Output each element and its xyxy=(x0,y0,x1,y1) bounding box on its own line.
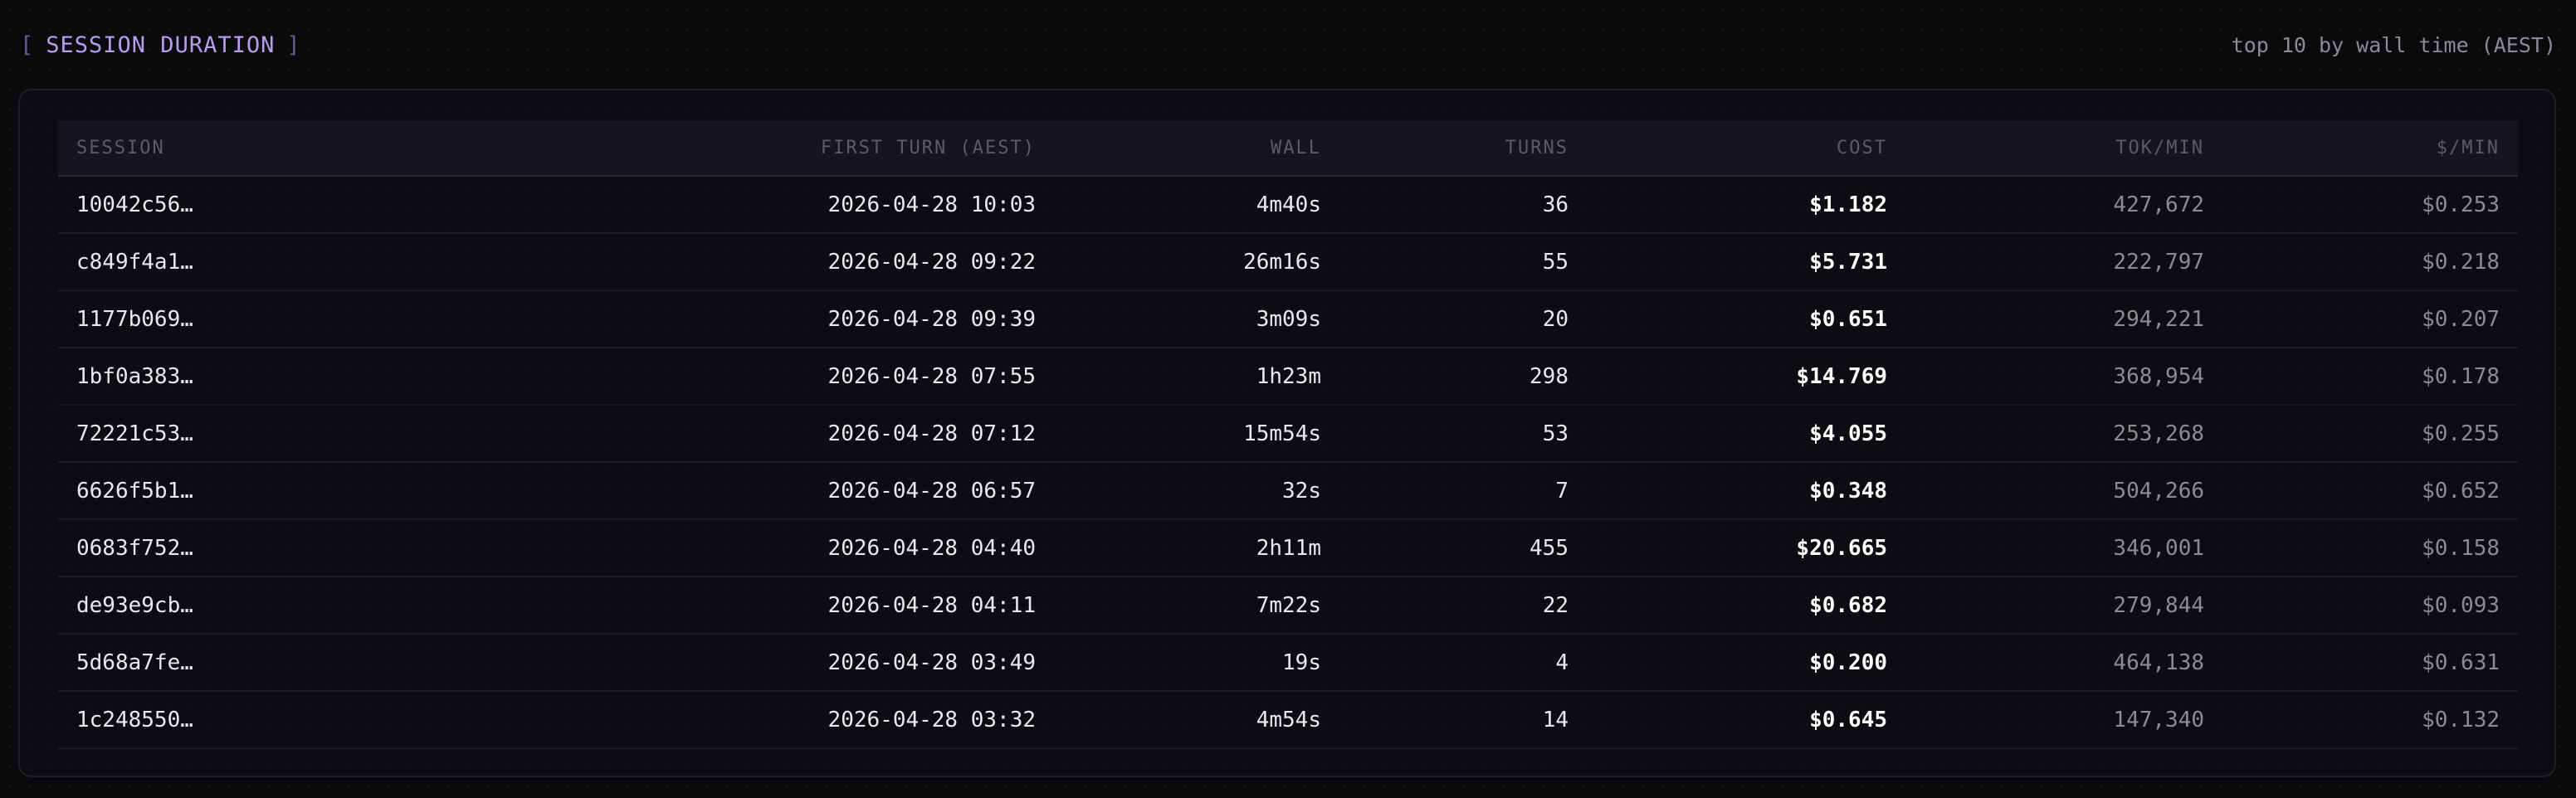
wall-time-cell: 2h11m xyxy=(1054,519,1339,577)
tok-per-min-cell: 222,797 xyxy=(1905,233,2222,291)
wall-time-cell: 1h23m xyxy=(1054,348,1339,406)
wall-time-cell: 26m16s xyxy=(1054,233,1339,291)
usd-per-min-cell: $0.093 xyxy=(2222,577,2518,635)
first-turn-cell: 2026-04-28 07:55 xyxy=(689,348,1054,406)
session-id-cell: 1c248550… xyxy=(58,691,689,749)
session-id-cell: 1bf0a383… xyxy=(58,348,689,406)
first-turn-cell: 2026-04-28 10:03 xyxy=(689,176,1054,234)
cost-cell: $0.682 xyxy=(1587,577,1905,635)
column-header-tok-min: TOK/MIN xyxy=(1905,120,2222,177)
cost-cell: $0.200 xyxy=(1587,634,1905,692)
table-row: c849f4a1… 2026-04-28 09:22 26m16s 55 $5.731 2… xyxy=(58,233,2518,291)
session-id-cell: 0683f752… xyxy=(58,519,689,577)
tok-per-min-cell: 427,672 xyxy=(1905,176,2222,234)
session-id-cell: c849f4a1… xyxy=(58,233,689,291)
turns-cell: 55 xyxy=(1339,233,1587,291)
table-row: de93e9cb… 2026-04-28 04:11 7m22s 22 $0.682 27… xyxy=(58,577,2518,635)
turns-cell: 53 xyxy=(1339,405,1587,463)
turns-cell: 455 xyxy=(1339,519,1587,577)
session-duration-panel: SESSION FIRST TURN (AEST) WALL TURNS COS… xyxy=(18,89,2556,777)
turns-cell: 298 xyxy=(1339,348,1587,406)
turns-cell: 7 xyxy=(1339,462,1587,520)
first-turn-cell: 2026-04-28 04:40 xyxy=(689,519,1054,577)
tok-per-min-cell: 346,001 xyxy=(1905,519,2222,577)
first-turn-cell: 2026-04-28 03:49 xyxy=(689,634,1054,692)
column-header-first-turn: FIRST TURN (AEST) xyxy=(689,120,1054,177)
panel-header: [ SESSION DURATION ] top 10 by wall time… xyxy=(20,28,2556,61)
wall-time-cell: 15m54s xyxy=(1054,405,1339,463)
column-header-cost: COST xyxy=(1587,120,1905,177)
column-header-session: SESSION xyxy=(58,120,689,177)
tok-per-min-cell: 368,954 xyxy=(1905,348,2222,406)
session-id-cell: 6626f5b1… xyxy=(58,462,689,520)
title-bracket-close: ] xyxy=(286,32,301,58)
session-id-cell: de93e9cb… xyxy=(58,577,689,635)
first-turn-cell: 2026-04-28 09:39 xyxy=(689,290,1054,348)
table-row: 10042c56… 2026-04-28 10:03 4m40s 36 $1.182 42… xyxy=(58,176,2518,234)
usd-per-min-cell: $0.652 xyxy=(2222,462,2518,520)
cost-cell: $1.182 xyxy=(1587,176,1905,234)
session-id-cell: 72221c53… xyxy=(58,405,689,463)
cost-cell: $14.769 xyxy=(1587,348,1905,406)
table-row: 6626f5b1… 2026-04-28 06:57 32s 7 $0.348 504,2… xyxy=(58,462,2518,520)
cost-cell: $4.055 xyxy=(1587,405,1905,463)
session-table: SESSION FIRST TURN (AEST) WALL TURNS COS… xyxy=(58,120,2518,749)
wall-time-cell: 3m09s xyxy=(1054,290,1339,348)
cost-cell: $5.731 xyxy=(1587,233,1905,291)
wall-time-cell: 4m40s xyxy=(1054,176,1339,234)
first-turn-cell: 2026-04-28 04:11 xyxy=(689,577,1054,635)
usd-per-min-cell: $0.218 xyxy=(2222,233,2518,291)
title-label: SESSION DURATION xyxy=(46,32,276,58)
cost-cell: $0.651 xyxy=(1587,290,1905,348)
section-title: [ SESSION DURATION ] xyxy=(20,32,301,58)
tok-per-min-cell: 147,340 xyxy=(1905,691,2222,749)
wall-time-cell: 4m54s xyxy=(1054,691,1339,749)
table-row: 5d68a7fe… 2026-04-28 03:49 19s 4 $0.200 464,1… xyxy=(58,634,2518,692)
cost-cell: $20.665 xyxy=(1587,519,1905,577)
turns-cell: 20 xyxy=(1339,290,1587,348)
usd-per-min-cell: $0.207 xyxy=(2222,290,2518,348)
turns-cell: 36 xyxy=(1339,176,1587,234)
column-header-usd-min: $/MIN xyxy=(2222,120,2518,177)
table-header: SESSION FIRST TURN (AEST) WALL TURNS COS… xyxy=(58,120,2518,177)
session-id-cell: 10042c56… xyxy=(58,176,689,234)
tok-per-min-cell: 504,266 xyxy=(1905,462,2222,520)
usd-per-min-cell: $0.158 xyxy=(2222,519,2518,577)
table-row: 72221c53… 2026-04-28 07:12 15m54s 53 $4.055 2… xyxy=(58,405,2518,463)
column-header-turns: TURNS xyxy=(1339,120,1587,177)
tok-per-min-cell: 294,221 xyxy=(1905,290,2222,348)
turns-cell: 4 xyxy=(1339,634,1587,692)
wall-time-cell: 19s xyxy=(1054,634,1339,692)
table-row: 1c248550… 2026-04-28 03:32 4m54s 14 $0.645 14… xyxy=(58,691,2518,749)
wall-time-cell: 7m22s xyxy=(1054,577,1339,635)
table-row: 1177b069… 2026-04-28 09:39 3m09s 20 $0.651 29… xyxy=(58,290,2518,348)
first-turn-cell: 2026-04-28 09:22 xyxy=(689,233,1054,291)
table-row: 0683f752… 2026-04-28 04:40 2h11m 455 $20.665… xyxy=(58,519,2518,577)
usd-per-min-cell: $0.178 xyxy=(2222,348,2518,406)
first-turn-cell: 2026-04-28 07:12 xyxy=(689,405,1054,463)
usd-per-min-cell: $0.631 xyxy=(2222,634,2518,692)
turns-cell: 22 xyxy=(1339,577,1587,635)
turns-cell: 14 xyxy=(1339,691,1587,749)
tok-per-min-cell: 464,138 xyxy=(1905,634,2222,692)
first-turn-cell: 2026-04-28 03:32 xyxy=(689,691,1054,749)
column-header-wall: WALL xyxy=(1054,120,1339,177)
table-body: 10042c56… 2026-04-28 10:03 4m40s 36 $1.182 42… xyxy=(58,176,2518,749)
cost-cell: $0.645 xyxy=(1587,691,1905,749)
first-turn-cell: 2026-04-28 06:57 xyxy=(689,462,1054,520)
tok-per-min-cell: 279,844 xyxy=(1905,577,2222,635)
section-subtitle: top 10 by wall time (AEST) xyxy=(2231,32,2556,57)
usd-per-min-cell: $0.253 xyxy=(2222,176,2518,234)
usd-per-min-cell: $0.255 xyxy=(2222,405,2518,463)
usd-per-min-cell: $0.132 xyxy=(2222,691,2518,749)
session-id-cell: 1177b069… xyxy=(58,290,689,348)
table-header-row: SESSION FIRST TURN (AEST) WALL TURNS COS… xyxy=(58,120,2518,177)
cost-cell: $0.348 xyxy=(1587,462,1905,520)
table-row: 1bf0a383… 2026-04-28 07:55 1h23m 298 $14.769… xyxy=(58,348,2518,406)
session-id-cell: 5d68a7fe… xyxy=(58,634,689,692)
wall-time-cell: 32s xyxy=(1054,462,1339,520)
title-bracket-open: [ xyxy=(20,32,35,58)
tok-per-min-cell: 253,268 xyxy=(1905,405,2222,463)
